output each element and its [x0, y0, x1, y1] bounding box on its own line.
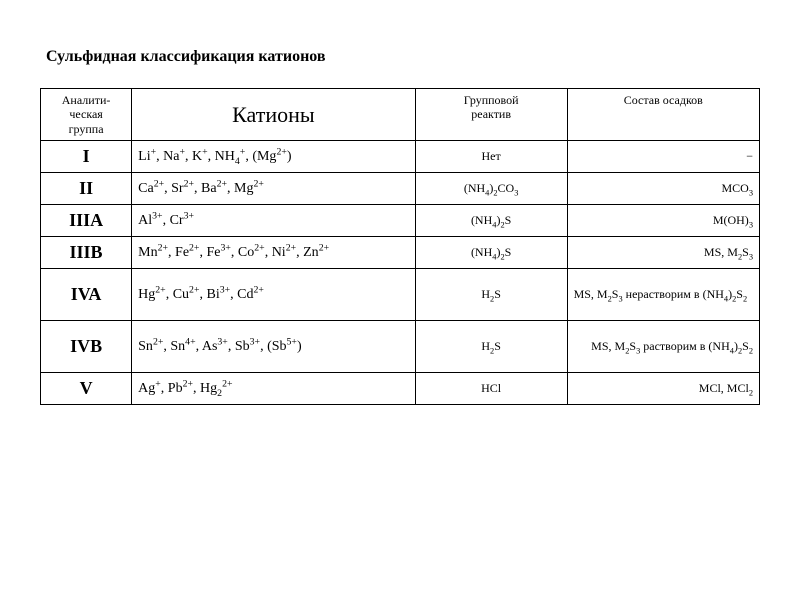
cell-group: II — [41, 173, 132, 205]
col-header-cations: Катионы — [132, 89, 416, 141]
cell-cations: Mn2+, Fe2+, Fe3+, Co2+, Ni2+, Zn2+ — [132, 237, 416, 269]
cell-group: IIIA — [41, 205, 132, 237]
table-body: ILi+, Na+, K+, NH4+, (Mg2+)Нет−IICa2+, S… — [41, 141, 760, 405]
page-title: Сульфидная классификация катионов — [46, 48, 760, 66]
cell-reagent: HCl — [415, 373, 567, 405]
page: Сульфидная классификация катионов Аналит… — [0, 0, 800, 405]
cell-reagent: H2S — [415, 269, 567, 321]
cell-cations: Ca2+, Sr2+, Ba2+, Mg2+ — [132, 173, 416, 205]
table-row: IIIBMn2+, Fe2+, Fe3+, Co2+, Ni2+, Zn2+(N… — [41, 237, 760, 269]
cell-reagent: (NH4)2CO3 — [415, 173, 567, 205]
cell-precipitate: MS, M2S3 растворим в (NH4)2S2 — [567, 321, 759, 373]
cell-precipitate: MS, M2S3 — [567, 237, 759, 269]
table-row: ILi+, Na+, K+, NH4+, (Mg2+)Нет− — [41, 141, 760, 173]
cell-cations: Hg2+, Cu2+, Bi3+, Cd2+ — [132, 269, 416, 321]
cell-group: IVB — [41, 321, 132, 373]
cell-precipitate: MS, M2S3 нерастворим в (NH4)2S2 — [567, 269, 759, 321]
col-header-group: Аналити-ческаягруппа — [41, 89, 132, 141]
cell-group: I — [41, 141, 132, 173]
cell-precipitate: MCl, MCl2 — [567, 373, 759, 405]
cell-reagent: (NH4)2S — [415, 205, 567, 237]
table-row: IVAHg2+, Cu2+, Bi3+, Cd2+H2SMS, M2S3 нер… — [41, 269, 760, 321]
cell-reagent: Нет — [415, 141, 567, 173]
cell-reagent: H2S — [415, 321, 567, 373]
table-row: VAg+, Pb2+, Hg22+HClMCl, MCl2 — [41, 373, 760, 405]
table-row: IVBSn2+, Sn4+, As3+, Sb3+, (Sb5+)H2SMS, … — [41, 321, 760, 373]
col-header-reagent: Групповойреактив — [415, 89, 567, 141]
table-header-row: Аналити-ческаягруппа Катионы Групповойре… — [41, 89, 760, 141]
cell-reagent: (NH4)2S — [415, 237, 567, 269]
cell-precipitate: MCO3 — [567, 173, 759, 205]
table-row: IICa2+, Sr2+, Ba2+, Mg2+(NH4)2CO3MCO3 — [41, 173, 760, 205]
cell-cations: Sn2+, Sn4+, As3+, Sb3+, (Sb5+) — [132, 321, 416, 373]
cell-group: IIIB — [41, 237, 132, 269]
cell-cations: Ag+, Pb2+, Hg22+ — [132, 373, 416, 405]
cell-precipitate: M(OH)3 — [567, 205, 759, 237]
cell-group: V — [41, 373, 132, 405]
table-row: IIIAAl3+, Cr3+(NH4)2SM(OH)3 — [41, 205, 760, 237]
cell-cations: Al3+, Cr3+ — [132, 205, 416, 237]
cell-precipitate: − — [567, 141, 759, 173]
cell-group: IVA — [41, 269, 132, 321]
cell-cations: Li+, Na+, K+, NH4+, (Mg2+) — [132, 141, 416, 173]
classification-table: Аналити-ческаягруппа Катионы Групповойре… — [40, 88, 760, 405]
col-header-precipitate: Состав осадков — [567, 89, 759, 141]
